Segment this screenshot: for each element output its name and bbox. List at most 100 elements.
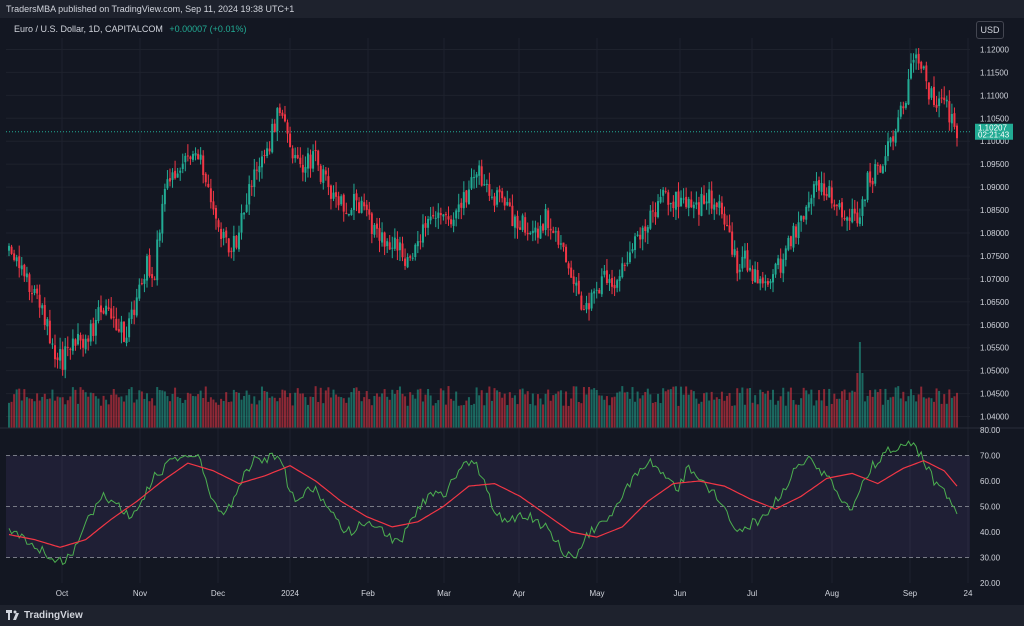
candle-body	[255, 169, 258, 171]
candle-body	[825, 193, 828, 197]
volume-bar	[672, 386, 675, 428]
volume-bar	[153, 405, 156, 428]
candle-body	[664, 191, 667, 193]
volume-bar	[59, 397, 62, 428]
volume-bar	[534, 405, 537, 428]
volume-bar	[312, 396, 315, 428]
candle-body	[677, 191, 680, 207]
candle-body	[697, 202, 700, 215]
currency-button[interactable]: USD	[976, 21, 1004, 39]
candle-body	[613, 285, 616, 289]
candle-body	[240, 213, 243, 233]
candle-body	[554, 231, 557, 233]
volume-bar	[733, 405, 736, 428]
volume-bar	[582, 387, 585, 428]
volume-bar	[220, 398, 223, 428]
volume-bar	[879, 388, 882, 428]
volume-bar	[774, 404, 777, 428]
volume-bar	[680, 386, 683, 428]
volume-bar	[807, 394, 810, 428]
candle-body	[910, 63, 913, 79]
volume-bar	[87, 396, 90, 428]
volume-bar	[917, 394, 920, 428]
candle-body	[950, 114, 953, 124]
candle-body	[723, 213, 726, 225]
candle-body	[572, 276, 575, 285]
volume-bar	[467, 397, 470, 428]
candle-body	[197, 153, 200, 160]
candle-body	[442, 214, 445, 217]
time-tick-label: Apr	[513, 589, 526, 598]
candle-body	[577, 280, 580, 294]
volume-bar	[792, 400, 795, 428]
volume-bar	[526, 391, 529, 428]
candle-body	[135, 297, 138, 316]
volume-bar	[294, 392, 297, 428]
rsi-tick-label: 50.00	[980, 503, 1001, 512]
volume-bar	[194, 396, 197, 428]
volume-bar	[902, 391, 905, 428]
volume-bar	[892, 396, 895, 428]
volume-bar	[163, 391, 166, 428]
price-axis[interactable]: 1.12000 1.11500 1.11000 1.10500 1.10000 1.095…	[980, 45, 1009, 421]
volume-bar	[128, 389, 131, 428]
volume-bar	[720, 391, 723, 428]
volume-bar	[887, 399, 890, 428]
symbol-legend[interactable]: Euro / U.S. Dollar, 1D, CAPITALCOM +0.00…	[14, 24, 246, 34]
candle-body	[332, 192, 335, 199]
candle-body	[501, 191, 504, 199]
volume-bar	[33, 401, 36, 428]
candle-body	[322, 169, 325, 183]
time-tick-label: Feb	[361, 589, 375, 598]
candle-body	[953, 113, 956, 127]
volume-bar	[181, 402, 184, 428]
candle-body	[792, 225, 795, 248]
candle-body	[299, 157, 302, 165]
candle-body	[892, 136, 895, 142]
volume-bar	[143, 398, 146, 428]
candle-body	[485, 183, 488, 185]
candle-body	[636, 234, 639, 236]
volume-bar	[337, 396, 340, 428]
volume-bar	[513, 395, 516, 428]
volume-bar	[800, 398, 803, 428]
volume-bar	[685, 386, 688, 428]
volume-bar	[524, 394, 527, 428]
candle-body	[695, 202, 698, 205]
volume-bar	[470, 404, 473, 428]
candle-body	[8, 245, 10, 251]
volume-bar	[378, 396, 381, 428]
candle-body	[143, 279, 146, 284]
time-axis[interactable]: Oct Nov Dec 2024 Feb Mar Apr May Jun Jul Aug Sep 24	[56, 589, 973, 598]
price-tick-label: 1.06000	[980, 321, 1009, 330]
price-chart[interactable]: 1.12000 1.11500 1.11000 1.10500 1.10000 1.095…	[0, 18, 1024, 604]
volume-bar	[230, 401, 233, 428]
volume-bar	[493, 388, 496, 428]
candle-body	[475, 174, 478, 178]
candle-body	[281, 112, 284, 116]
volume-bar	[521, 388, 524, 428]
volume-bar	[498, 391, 501, 428]
volume-bar	[332, 389, 335, 428]
volume-bar	[112, 389, 115, 428]
candle-body	[429, 216, 432, 221]
candle-body	[107, 307, 110, 309]
volume-bar	[828, 388, 831, 428]
volume-bar	[577, 401, 580, 428]
volume-bar	[370, 405, 373, 428]
volume-bar	[644, 391, 647, 428]
candle-body	[184, 155, 187, 163]
volume-bar	[787, 391, 790, 428]
price-tick-label: 1.05000	[980, 367, 1009, 376]
volume-bar	[664, 391, 667, 428]
candle-body	[289, 133, 292, 148]
candle-body	[133, 309, 136, 315]
time-tick-label: May	[589, 589, 604, 598]
volume-bar	[207, 401, 210, 428]
candle-body	[337, 196, 340, 206]
volume-bar	[766, 390, 769, 428]
volume-bar	[437, 400, 440, 428]
candle-body	[736, 250, 739, 274]
candle-body	[439, 213, 442, 216]
candle-body	[876, 164, 879, 166]
